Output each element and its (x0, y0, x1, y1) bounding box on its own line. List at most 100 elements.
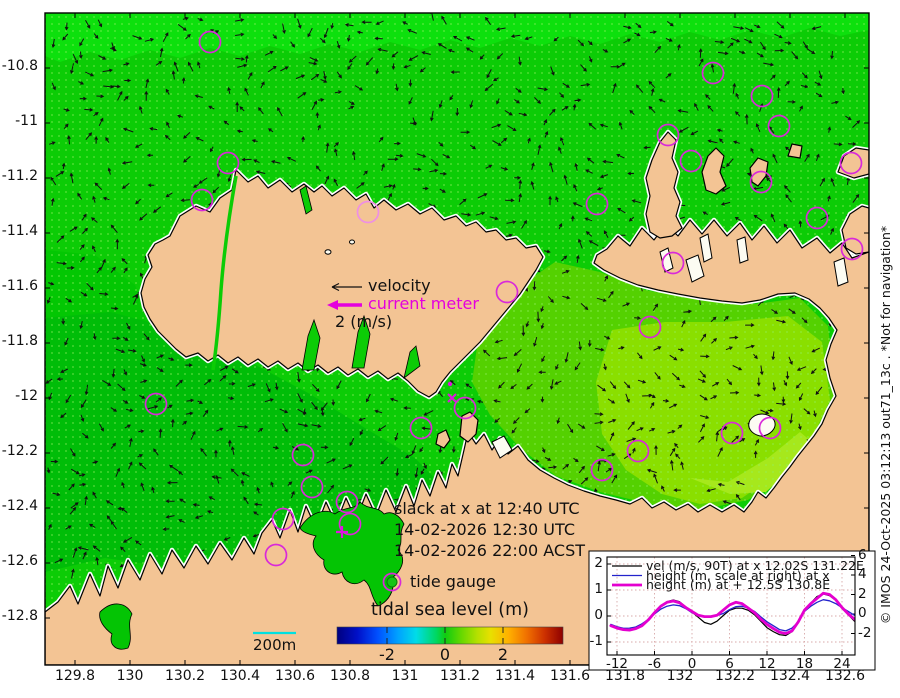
colorbar-tick-label: 2 (497, 645, 509, 664)
tide-gauge-sample-marker (382, 572, 402, 592)
inset-x-tick-label: 24 (833, 656, 851, 672)
current-meter-ring (144, 392, 168, 416)
current-meter-ring (216, 151, 240, 175)
melville-lake (324, 249, 332, 255)
current-meter-ring-light (356, 200, 380, 224)
current-meter-ring (750, 84, 774, 108)
inset-x-tick-label: 18 (795, 656, 814, 672)
current-meter-ring (638, 315, 662, 339)
y-tick-label: -12.4 (1, 498, 38, 514)
current-meter-ring (749, 170, 773, 194)
gulf-island (748, 413, 776, 437)
inset-x-tick-label: -12 (605, 656, 629, 672)
plus-location-marker (336, 526, 348, 538)
current-meter-ring (409, 416, 433, 440)
y-tick-label: -12.6 (1, 553, 38, 569)
x-location-marker (447, 393, 457, 403)
slack-annotation-line2: 14-02-2026 12:30 UTC (394, 520, 575, 539)
inset-plot-frame (606, 556, 856, 656)
current-meter-ring (495, 280, 519, 304)
inset-left-tick-label: 0 (594, 607, 603, 623)
current-meter-ring (661, 251, 685, 275)
inset-x-tick-label: -6 (647, 656, 662, 672)
colorbar-tick-label: -2 (379, 645, 395, 664)
current-meter-ring (679, 149, 703, 173)
scalebar-label: 200m (253, 636, 297, 654)
map-markers (253, 282, 564, 645)
y-tick-label: -11.2 (1, 168, 38, 184)
velocity-legend-arrow (331, 282, 362, 292)
x-tick-label: 131.2 (439, 668, 481, 684)
velocity-label: velocity (368, 276, 431, 295)
current-meter-ring (198, 30, 222, 54)
x-tick-label: 132.6 (824, 668, 866, 684)
landmasses (45, 132, 869, 665)
y-tick-label: -12 (15, 388, 38, 404)
inset-legend-height-x: height (m, scale at right) at x (646, 567, 830, 583)
x-tick-label: 132.2 (714, 668, 756, 684)
y-tick-label: -11.4 (1, 223, 38, 239)
melville-inlet (351, 314, 371, 369)
x-tick-label: 130.8 (329, 668, 371, 684)
inset-left-tick-label: -1 (589, 633, 603, 649)
current-meter-ring (590, 458, 614, 482)
bynoe-harbour (99, 603, 133, 650)
current-meter-ring (335, 490, 359, 514)
y-tick-label: -11.8 (1, 333, 38, 349)
y-tick-label: -10.8 (1, 58, 38, 74)
y-tick-label: -11 (15, 113, 38, 129)
colorbar-ticks (386, 627, 504, 644)
inset-x-tick-label: 6 (725, 656, 734, 672)
x-tick-label: 131 (391, 668, 419, 684)
current-meter-ring (626, 439, 650, 463)
current-meter-rings (144, 30, 864, 567)
current-meter-ring (840, 237, 864, 261)
apsley-strait (211, 175, 238, 371)
current-meter-ring (839, 151, 863, 175)
colorbar-title: tidal sea level (m) (370, 600, 530, 620)
cobourg-fjord (699, 233, 713, 263)
inset-right-tick-label: 2 (858, 585, 867, 602)
inset-left-tick-label: 2 (594, 555, 603, 571)
y-tick-label: -11.6 (1, 278, 38, 294)
inset-left-tick-label: 1 (594, 581, 603, 597)
velocity-scale-label: 2 (m/s) (335, 312, 393, 331)
current-meter-ring (300, 475, 324, 499)
inset-right-tick-label: 4 (858, 566, 867, 582)
cobourg-fjord (736, 236, 749, 264)
current-meter-ring (701, 61, 725, 85)
melville-lake (349, 239, 355, 245)
current-meter-ring (190, 188, 214, 212)
x-tick-label: 130 (116, 668, 144, 684)
map-frame (44, 12, 870, 666)
magenta-dot-marker (447, 381, 453, 387)
inset-series-2 (609, 591, 855, 635)
current-meter-ring (264, 543, 288, 567)
current-meter-ring (656, 123, 680, 147)
tide-gauge-label: tide gauge (410, 572, 496, 591)
inset-legend-vel: vel (m/s, 90T) at x 12.02S 131.22E (646, 558, 864, 573)
current-meter-ring (758, 416, 782, 440)
inset-right-tick-label: 6 (858, 546, 867, 563)
current-meter-ring (271, 507, 295, 531)
current-meter-ring (291, 443, 315, 467)
slack-annotation-line1: slack at x at 12:40 UTC (394, 499, 580, 518)
x-tick-label: 132 (666, 668, 694, 684)
y-tick-label: -12.8 (1, 608, 38, 624)
colorbar (336, 626, 564, 645)
inset-x-tick-label: 0 (687, 656, 697, 672)
x-tick-label: 132.4 (769, 668, 811, 684)
current-meter-ring (338, 512, 362, 536)
current-meter-arrowhead (327, 300, 338, 310)
bowen-strait (833, 257, 849, 287)
x-tick-label: 131.6 (549, 668, 591, 684)
melville-inlet (301, 318, 321, 371)
x-tick-label: 131.8 (604, 668, 646, 684)
inset-right-tick-label: 0 (858, 605, 867, 621)
slack-annotation-line3: 14-02-2026 22:00 ACST (394, 541, 586, 560)
melville-inlet (299, 185, 313, 215)
current-meter-label: current meter (368, 294, 479, 313)
x-tick-label: 131.4 (494, 668, 536, 684)
